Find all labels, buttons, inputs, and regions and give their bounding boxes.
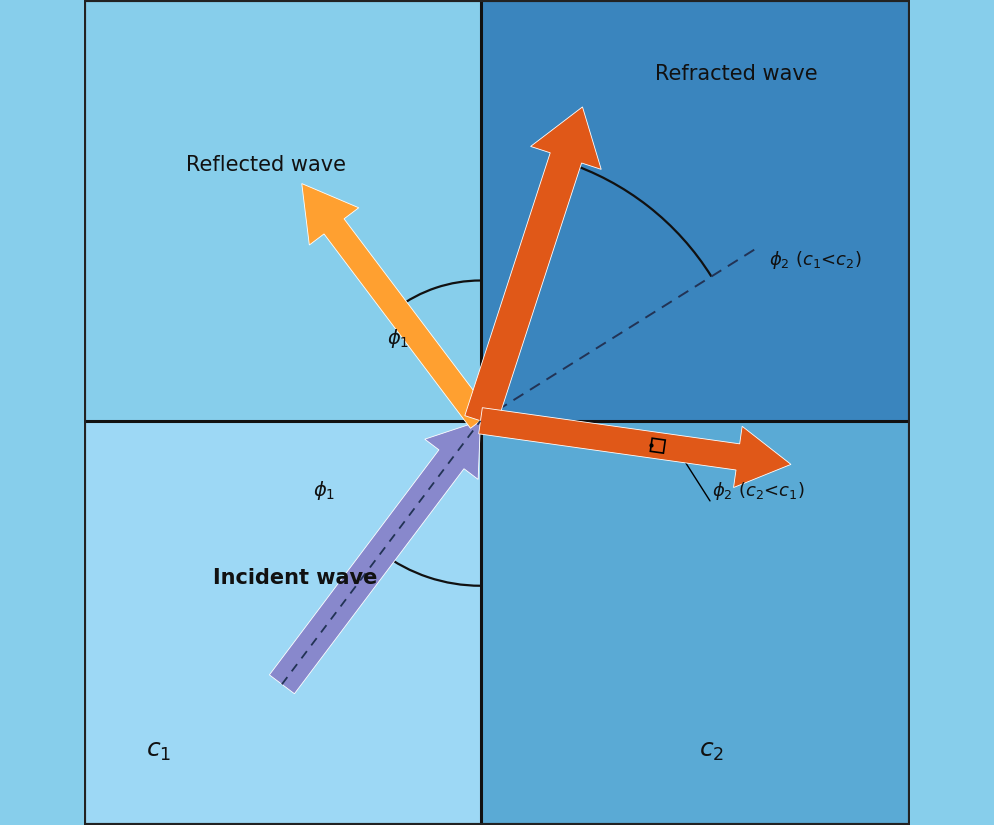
Text: $\phi_1$: $\phi_1$ (313, 479, 335, 502)
Text: Reflected wave: Reflected wave (186, 155, 346, 175)
Text: $c_1$: $c_1$ (146, 738, 171, 763)
Polygon shape (479, 408, 791, 488)
Bar (84, 421, 480, 825)
Text: $\phi_2$ ($c_1$<$c_2$): $\phi_2$ ($c_1$<$c_2$) (769, 249, 862, 271)
Text: Refracted wave: Refracted wave (655, 64, 817, 84)
Text: $\phi_1$: $\phi_1$ (387, 327, 410, 350)
Text: $\phi_2$ ($c_2$<$c_1$): $\phi_2$ ($c_2$<$c_1$) (712, 480, 804, 502)
Bar (480, 0, 910, 421)
Text: $c_2$: $c_2$ (699, 738, 724, 763)
Polygon shape (269, 421, 480, 694)
Bar (480, 421, 910, 825)
Bar (84, 0, 480, 421)
Polygon shape (302, 183, 490, 428)
Polygon shape (465, 107, 601, 426)
Text: Incident wave: Incident wave (213, 568, 377, 587)
